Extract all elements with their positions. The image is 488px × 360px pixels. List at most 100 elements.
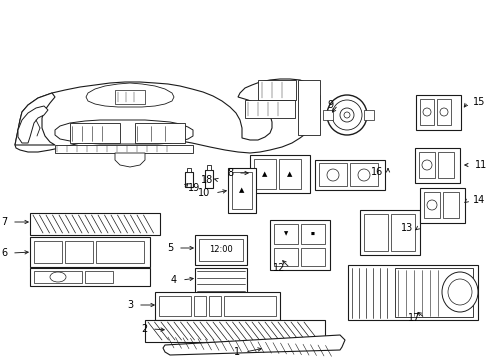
Bar: [363, 214, 387, 251]
Text: 7: 7: [1, 217, 7, 227]
Text: 13: 13: [400, 223, 412, 233]
Ellipse shape: [357, 169, 369, 181]
Bar: [194, 296, 205, 316]
Bar: [30, 237, 150, 267]
Bar: [155, 292, 280, 320]
Bar: [273, 248, 297, 266]
Bar: [436, 99, 450, 125]
Bar: [55, 145, 193, 153]
Text: 11: 11: [474, 160, 486, 170]
Text: 14: 14: [472, 195, 484, 205]
Text: 4: 4: [170, 275, 177, 285]
Bar: [30, 213, 160, 235]
Bar: [273, 224, 297, 244]
Bar: [231, 172, 251, 209]
Bar: [419, 99, 433, 125]
Bar: [224, 296, 275, 316]
Bar: [135, 123, 184, 143]
Text: 18: 18: [201, 175, 213, 185]
Text: 1: 1: [233, 347, 240, 357]
Ellipse shape: [343, 112, 349, 118]
Text: 3: 3: [126, 300, 133, 310]
Ellipse shape: [447, 279, 471, 305]
Bar: [323, 110, 332, 120]
Bar: [253, 159, 275, 189]
Bar: [34, 271, 82, 283]
Bar: [195, 235, 246, 265]
Bar: [34, 241, 62, 263]
Ellipse shape: [339, 108, 353, 122]
Bar: [85, 271, 113, 283]
Ellipse shape: [331, 100, 361, 130]
Bar: [30, 268, 150, 286]
Ellipse shape: [50, 272, 66, 282]
Text: 15: 15: [472, 97, 485, 107]
Bar: [65, 241, 93, 263]
Ellipse shape: [426, 200, 436, 210]
Bar: [419, 188, 464, 223]
Bar: [442, 192, 458, 218]
Bar: [349, 163, 377, 186]
Ellipse shape: [421, 160, 431, 170]
Text: 5: 5: [166, 243, 173, 253]
Bar: [297, 80, 319, 135]
Bar: [347, 265, 477, 320]
Text: 10: 10: [197, 188, 209, 198]
Bar: [208, 296, 221, 316]
Bar: [415, 95, 460, 130]
Bar: [159, 296, 191, 316]
Bar: [301, 248, 325, 266]
Text: 6: 6: [1, 248, 7, 258]
Bar: [206, 165, 210, 170]
Bar: [359, 210, 419, 255]
Bar: [423, 192, 439, 218]
Text: ▲: ▲: [287, 171, 292, 177]
Text: ▲: ▲: [239, 187, 244, 193]
Ellipse shape: [326, 95, 366, 135]
Polygon shape: [115, 153, 145, 167]
Bar: [318, 163, 346, 186]
Text: 19: 19: [187, 183, 200, 193]
Ellipse shape: [326, 169, 338, 181]
Bar: [394, 268, 472, 317]
Bar: [249, 155, 309, 193]
Bar: [314, 160, 384, 190]
Polygon shape: [18, 106, 48, 143]
Bar: [390, 214, 414, 251]
Bar: [115, 90, 145, 104]
Text: ▲: ▲: [262, 171, 267, 177]
Bar: [279, 159, 301, 189]
Bar: [199, 239, 243, 261]
Text: 16: 16: [370, 167, 382, 177]
Polygon shape: [55, 120, 193, 144]
Polygon shape: [15, 93, 55, 145]
Bar: [258, 80, 295, 100]
Ellipse shape: [422, 108, 430, 116]
Text: 2: 2: [141, 324, 147, 334]
Bar: [301, 224, 325, 244]
Polygon shape: [15, 79, 319, 153]
Text: ▼: ▼: [284, 231, 287, 237]
Text: 12:00: 12:00: [209, 246, 232, 255]
Bar: [363, 110, 373, 120]
Bar: [96, 241, 143, 263]
Ellipse shape: [439, 108, 447, 116]
Polygon shape: [163, 335, 345, 355]
Ellipse shape: [441, 272, 477, 312]
Bar: [70, 123, 120, 143]
Bar: [195, 268, 246, 300]
Bar: [227, 168, 256, 213]
Bar: [244, 100, 294, 118]
Text: 8: 8: [226, 168, 232, 178]
Text: 17: 17: [407, 313, 419, 323]
Bar: [184, 172, 193, 187]
Bar: [437, 152, 453, 178]
Bar: [418, 152, 434, 178]
Polygon shape: [86, 83, 174, 107]
Bar: [204, 170, 213, 188]
Text: 12: 12: [272, 263, 285, 273]
Text: 9: 9: [326, 100, 332, 110]
Bar: [414, 148, 459, 183]
Text: ■: ■: [310, 232, 314, 236]
Bar: [269, 220, 329, 270]
